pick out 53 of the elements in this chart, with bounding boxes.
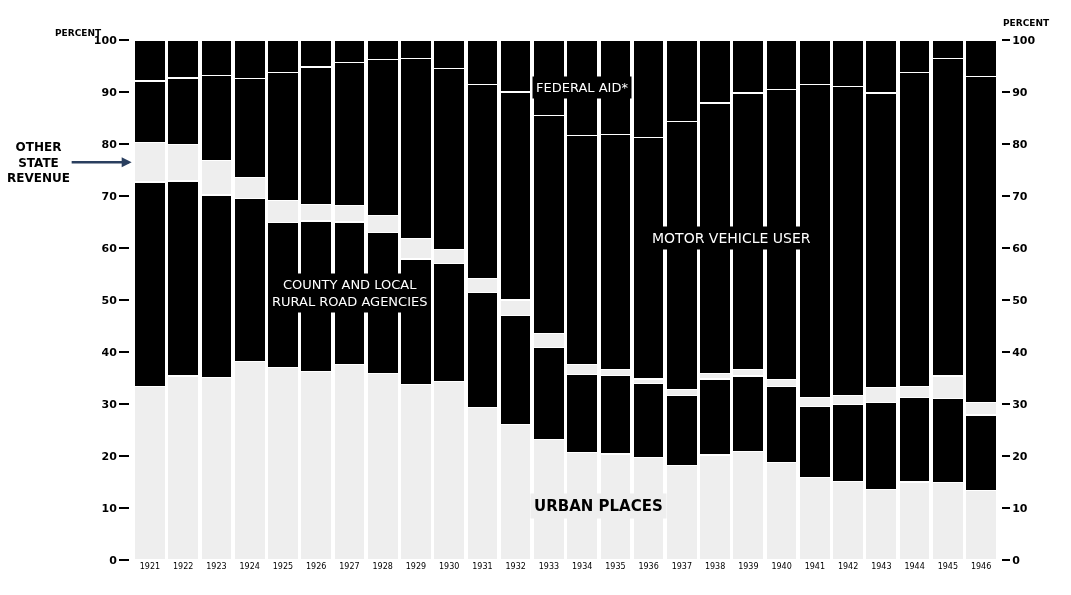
series-label: COUNTY AND LOCAL RURAL ROAD AGENCIES	[272, 277, 428, 309]
x-tick-label: 1922	[173, 562, 194, 571]
y2-tick-label: 100	[1012, 33, 1036, 47]
y2-tick-label: 90	[1012, 85, 1028, 99]
x-tick-label: 1935	[605, 562, 626, 571]
x-tick-label: 1940	[771, 562, 792, 571]
x-tick-label: 1930	[438, 562, 460, 571]
x-tick-label: 1937	[671, 562, 693, 571]
x-tick-label: 1936	[638, 562, 659, 571]
y-tick-label: 80	[101, 137, 118, 151]
x-tick-label: 1927	[339, 562, 360, 571]
x-tick-label: 1921	[139, 562, 161, 571]
x-tick-label: 1942	[837, 562, 859, 571]
x-tick-label: 1939	[738, 562, 759, 571]
y-tick-label: 40	[101, 345, 118, 359]
x-tick-label: 1925	[272, 562, 294, 571]
y2-tick-label: 30	[1012, 397, 1028, 411]
y2-tick-label: 40	[1012, 345, 1028, 359]
y-tick-label: 30	[101, 397, 118, 411]
y-tick-label: 50	[101, 293, 118, 307]
y-tick-label: 0	[109, 553, 118, 567]
y-tick-label: 20	[101, 449, 118, 463]
x-tick-label: 1928	[372, 562, 393, 571]
x-tick-label: 1933	[538, 562, 560, 571]
y-tick-label: 70	[101, 189, 118, 203]
y-tick-label: 90	[101, 85, 118, 99]
x-tick-label: 1943	[871, 562, 892, 571]
series-label: FEDERAL AID*	[536, 80, 629, 95]
x-tick-label: 1946	[970, 562, 992, 571]
x-tick-label: 1929	[405, 562, 427, 571]
y2-tick-label: 20	[1012, 449, 1028, 463]
y2-tick-label: 80	[1012, 137, 1028, 151]
y2-axis-title: PERCENT	[1003, 18, 1050, 28]
y2-tick-label: 70	[1012, 189, 1028, 203]
x-tick-label: 1926	[305, 562, 327, 571]
x-tick-label: 1944	[904, 562, 925, 571]
y2-tick-label: 50	[1012, 293, 1028, 307]
y-tick-label: 10	[101, 501, 118, 515]
y-tick-label: 60	[101, 241, 118, 255]
x-tick-label: 1923	[206, 562, 227, 571]
x-tick-label: 1938	[704, 562, 726, 571]
series-label: URBAN PLACES	[534, 497, 663, 515]
x-tick-label: 1934	[571, 562, 593, 571]
x-tick-label: 1924	[239, 562, 260, 571]
series-label: MOTOR VEHICLE USER	[652, 230, 811, 246]
x-tick-label: 1945	[937, 562, 958, 571]
y2-tick-label: 0	[1012, 553, 1021, 567]
x-tick-label: 1931	[472, 562, 493, 571]
x-tick-label: 1932	[505, 562, 526, 571]
x-tick-label: 1941	[804, 562, 826, 571]
y2-tick-label: 10	[1012, 501, 1028, 515]
y2-tick-label: 60	[1012, 241, 1028, 255]
text: OTHER STATE REVENUE	[7, 140, 70, 186]
